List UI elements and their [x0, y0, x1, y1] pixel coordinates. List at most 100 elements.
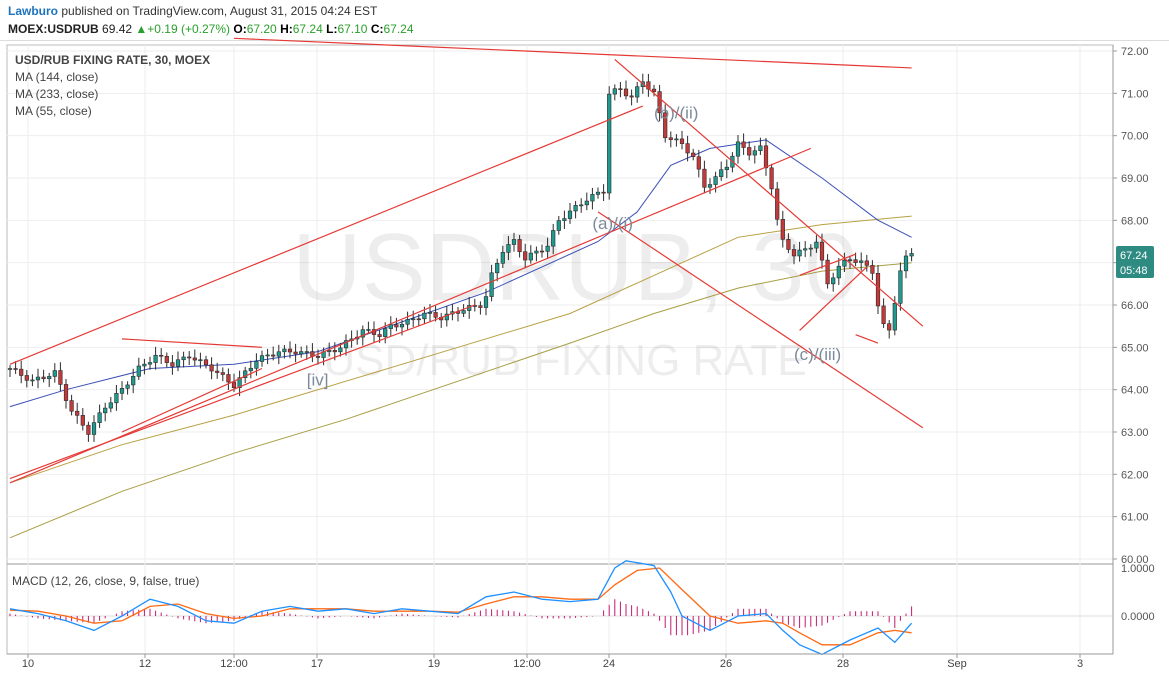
candle-body	[203, 359, 209, 366]
candle-body	[903, 255, 909, 272]
candle-body	[248, 367, 253, 372]
trendline	[799, 266, 868, 331]
candle-body	[315, 356, 321, 358]
x-tick-label: 24	[603, 658, 615, 670]
candle-body	[265, 354, 270, 357]
axes: 72.0071.0070.0069.0068.0067.0066.0065.00…	[7, 45, 1155, 670]
candle-body	[500, 252, 505, 264]
candle-body	[573, 205, 578, 212]
watermark: USDRUB, 30 USD/RUB FIXING RATE	[292, 214, 858, 385]
candle-body	[35, 376, 41, 381]
candle-body	[7, 368, 13, 370]
wave-label: (b)/(ii)	[654, 104, 698, 123]
trendline	[799, 253, 856, 276]
candle-body	[663, 112, 668, 139]
candle-body	[786, 239, 791, 250]
candle-body	[299, 351, 304, 355]
publish-text: published on TradingView.com, August 31,…	[61, 4, 378, 18]
candle-body	[517, 239, 522, 253]
candle-body	[103, 407, 108, 414]
candle-body	[831, 277, 836, 285]
candle-body	[545, 245, 550, 252]
candle-body	[271, 354, 276, 357]
candle-body	[411, 318, 416, 321]
candle-body	[741, 141, 746, 148]
candle-body	[52, 370, 57, 377]
candle-body	[405, 319, 410, 325]
candle-body	[147, 362, 153, 365]
y-tick-label: 60.00	[1121, 554, 1149, 566]
candle-body	[293, 351, 298, 355]
candle-body	[187, 356, 192, 359]
candle-body	[836, 265, 841, 279]
candle-body	[590, 194, 595, 202]
low-label: L:	[326, 22, 338, 36]
high-value: 67.24	[292, 22, 323, 36]
candle-body	[259, 355, 265, 362]
candle-body	[679, 138, 685, 144]
close-value: 67.24	[383, 22, 414, 36]
wave-label: (c)/(iii)	[794, 345, 841, 364]
watermark-name: USD/RUB FIXING RATE	[323, 336, 806, 385]
candle-body	[864, 260, 869, 266]
candle-body	[41, 376, 46, 380]
y-tick-label: 62.00	[1121, 469, 1149, 481]
candle-body	[24, 375, 29, 381]
candle-body	[691, 152, 696, 157]
x-tick-label: Sep	[947, 658, 967, 670]
candle-body	[719, 169, 724, 177]
candle-body	[243, 370, 248, 378]
candle-body	[696, 156, 701, 170]
x-tick-label: 26	[720, 658, 732, 670]
trendline	[121, 367, 263, 433]
macd-line	[9, 560, 913, 656]
ma144-line	[9, 215, 912, 484]
symbol-label: MOEX:USDRUB	[8, 22, 99, 36]
candle-body	[539, 250, 545, 253]
legend-ma144: MA (144, close)	[15, 70, 98, 84]
candle-body	[657, 91, 662, 114]
macd-pane	[7, 560, 1113, 656]
candle-body	[198, 359, 203, 362]
candle-body	[528, 252, 533, 261]
candle-body	[338, 347, 343, 353]
candle-body	[343, 340, 349, 349]
x-tick-label: 3	[1077, 658, 1083, 670]
candle-body	[231, 381, 237, 389]
candle-body	[153, 354, 158, 363]
candle-body	[97, 412, 102, 423]
wave-label: [iv]	[307, 370, 329, 389]
trendline	[614, 59, 924, 327]
candle-body	[181, 356, 186, 361]
candle-body	[366, 329, 371, 331]
publish-line: Lawburo published on TradingView.com, Au…	[8, 4, 377, 18]
candle-body	[612, 88, 617, 95]
candle-body	[791, 249, 797, 257]
candle-body	[618, 88, 623, 91]
candle-body	[304, 351, 309, 353]
candle-body	[735, 141, 741, 157]
candle-body	[495, 262, 500, 274]
candle-body	[909, 253, 914, 257]
candle-body	[859, 260, 864, 263]
candle-body	[674, 138, 679, 141]
wave-label: (a)/(i)	[592, 214, 633, 233]
x-tick-label: 10	[22, 658, 34, 670]
candle-body	[327, 350, 332, 352]
low-value: 67.10	[337, 22, 368, 36]
candle-body	[814, 241, 819, 249]
candle-body	[875, 273, 881, 307]
candle-body	[724, 166, 729, 171]
author-link[interactable]: Lawburo	[8, 4, 58, 18]
candle-body	[752, 150, 757, 156]
candle-body	[478, 305, 483, 308]
candle-body	[47, 376, 52, 380]
candle-body	[601, 191, 606, 194]
candle-body	[86, 424, 91, 435]
trendline	[9, 304, 476, 480]
candle-body	[825, 259, 830, 285]
up-arrow-icon: ▲	[135, 22, 148, 36]
candle-body	[131, 376, 136, 386]
candle-body	[383, 328, 388, 337]
